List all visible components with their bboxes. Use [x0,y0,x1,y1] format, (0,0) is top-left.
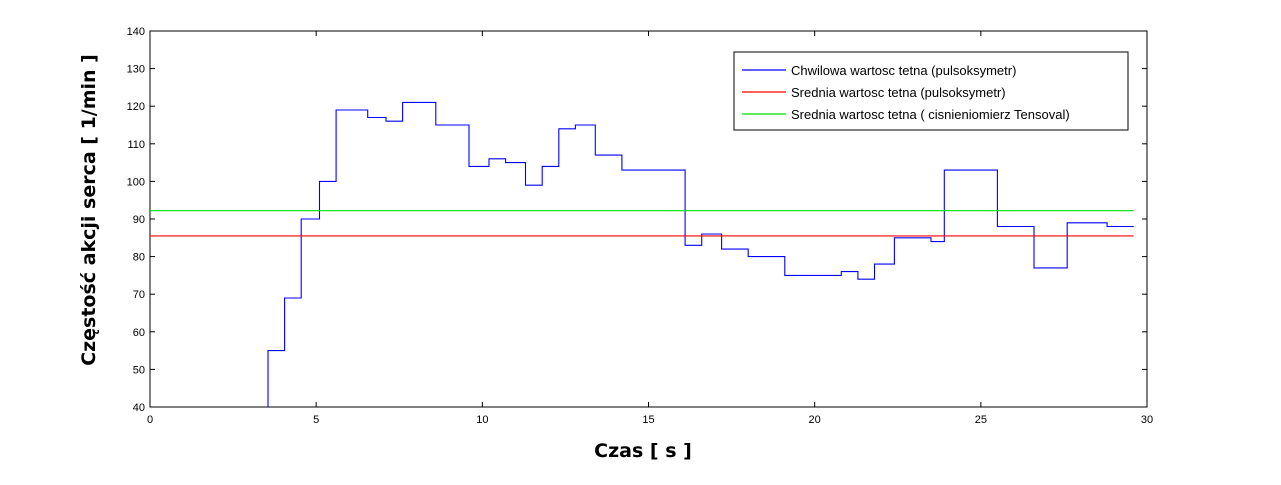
legend-label-1: Chwilowa wartosc tetna (pulsoksymetr) [791,63,1016,78]
y-tick-label: 110 [127,139,145,151]
y-tick-label: 70 [133,289,145,301]
series-layer [150,101,1134,407]
x-tick-label: 25 [975,414,987,426]
legend: Chwilowa wartosc tetna (pulsoksymetr) Sre… [733,51,1129,131]
y-tick-label: 130 [127,64,145,76]
x-tick-label: 10 [476,414,488,426]
y-tick-label: 80 [133,252,145,264]
y-tick-label: 140 [127,26,145,38]
legend-box [733,51,1129,131]
y-tick-label: 100 [127,176,145,188]
x-tick-label: 0 [147,414,153,426]
y-tick-label: 90 [133,214,145,226]
tick-layer: 0 5 10 15 20 25 30 40 50 60 70 80 90 100 110 120 130 140 [127,26,1153,426]
series-line-1 [267,101,1134,407]
x-axis-title: Czas [ s ] [594,440,692,462]
x-tick-label: 20 [809,414,821,426]
legend-label-2: Srednia wartosc tetna (pulsoksymetr) [791,85,1006,100]
x-tick-label: 5 [313,414,319,426]
y-tick-label: 120 [127,101,145,113]
legend-label-3: Srednia wartosc tetna ( cisnieniomierz T… [791,107,1070,122]
legend-items: Chwilowa wartosc tetna (pulsoksymetr) Sre… [742,63,1070,122]
y-tick-label: 50 [133,364,145,376]
x-tick-label: 30 [1141,414,1153,426]
y-axis-title: Częstość akcji serca [ 1/min ] [78,54,100,366]
y-tick-label: 60 [133,327,145,339]
x-tick-label: 15 [642,414,654,426]
y-tick-label: 40 [133,402,145,414]
